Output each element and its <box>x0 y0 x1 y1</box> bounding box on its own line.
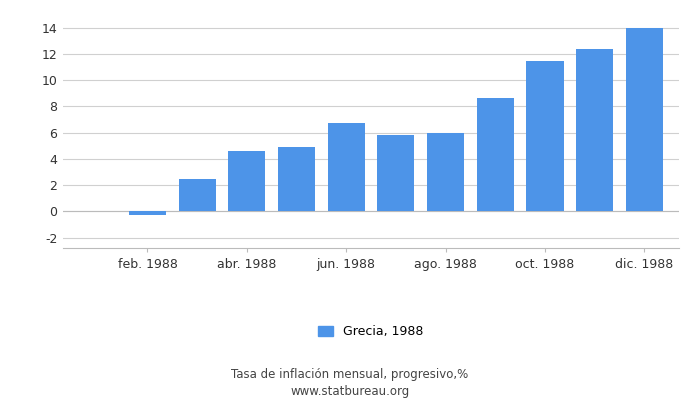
Legend: Grecia, 1988: Grecia, 1988 <box>314 320 428 343</box>
Bar <box>526 61 564 211</box>
Bar <box>377 134 414 211</box>
Text: Tasa de inflación mensual, progresivo,%: Tasa de inflación mensual, progresivo,% <box>232 368 468 381</box>
Bar <box>427 133 464 211</box>
Bar <box>178 178 216 211</box>
Bar <box>477 98 514 211</box>
Bar <box>328 124 365 211</box>
Text: www.statbureau.org: www.statbureau.org <box>290 385 410 398</box>
Bar <box>626 28 663 211</box>
Bar <box>228 151 265 211</box>
Bar <box>576 49 613 211</box>
Bar <box>129 211 166 215</box>
Bar <box>278 147 315 211</box>
